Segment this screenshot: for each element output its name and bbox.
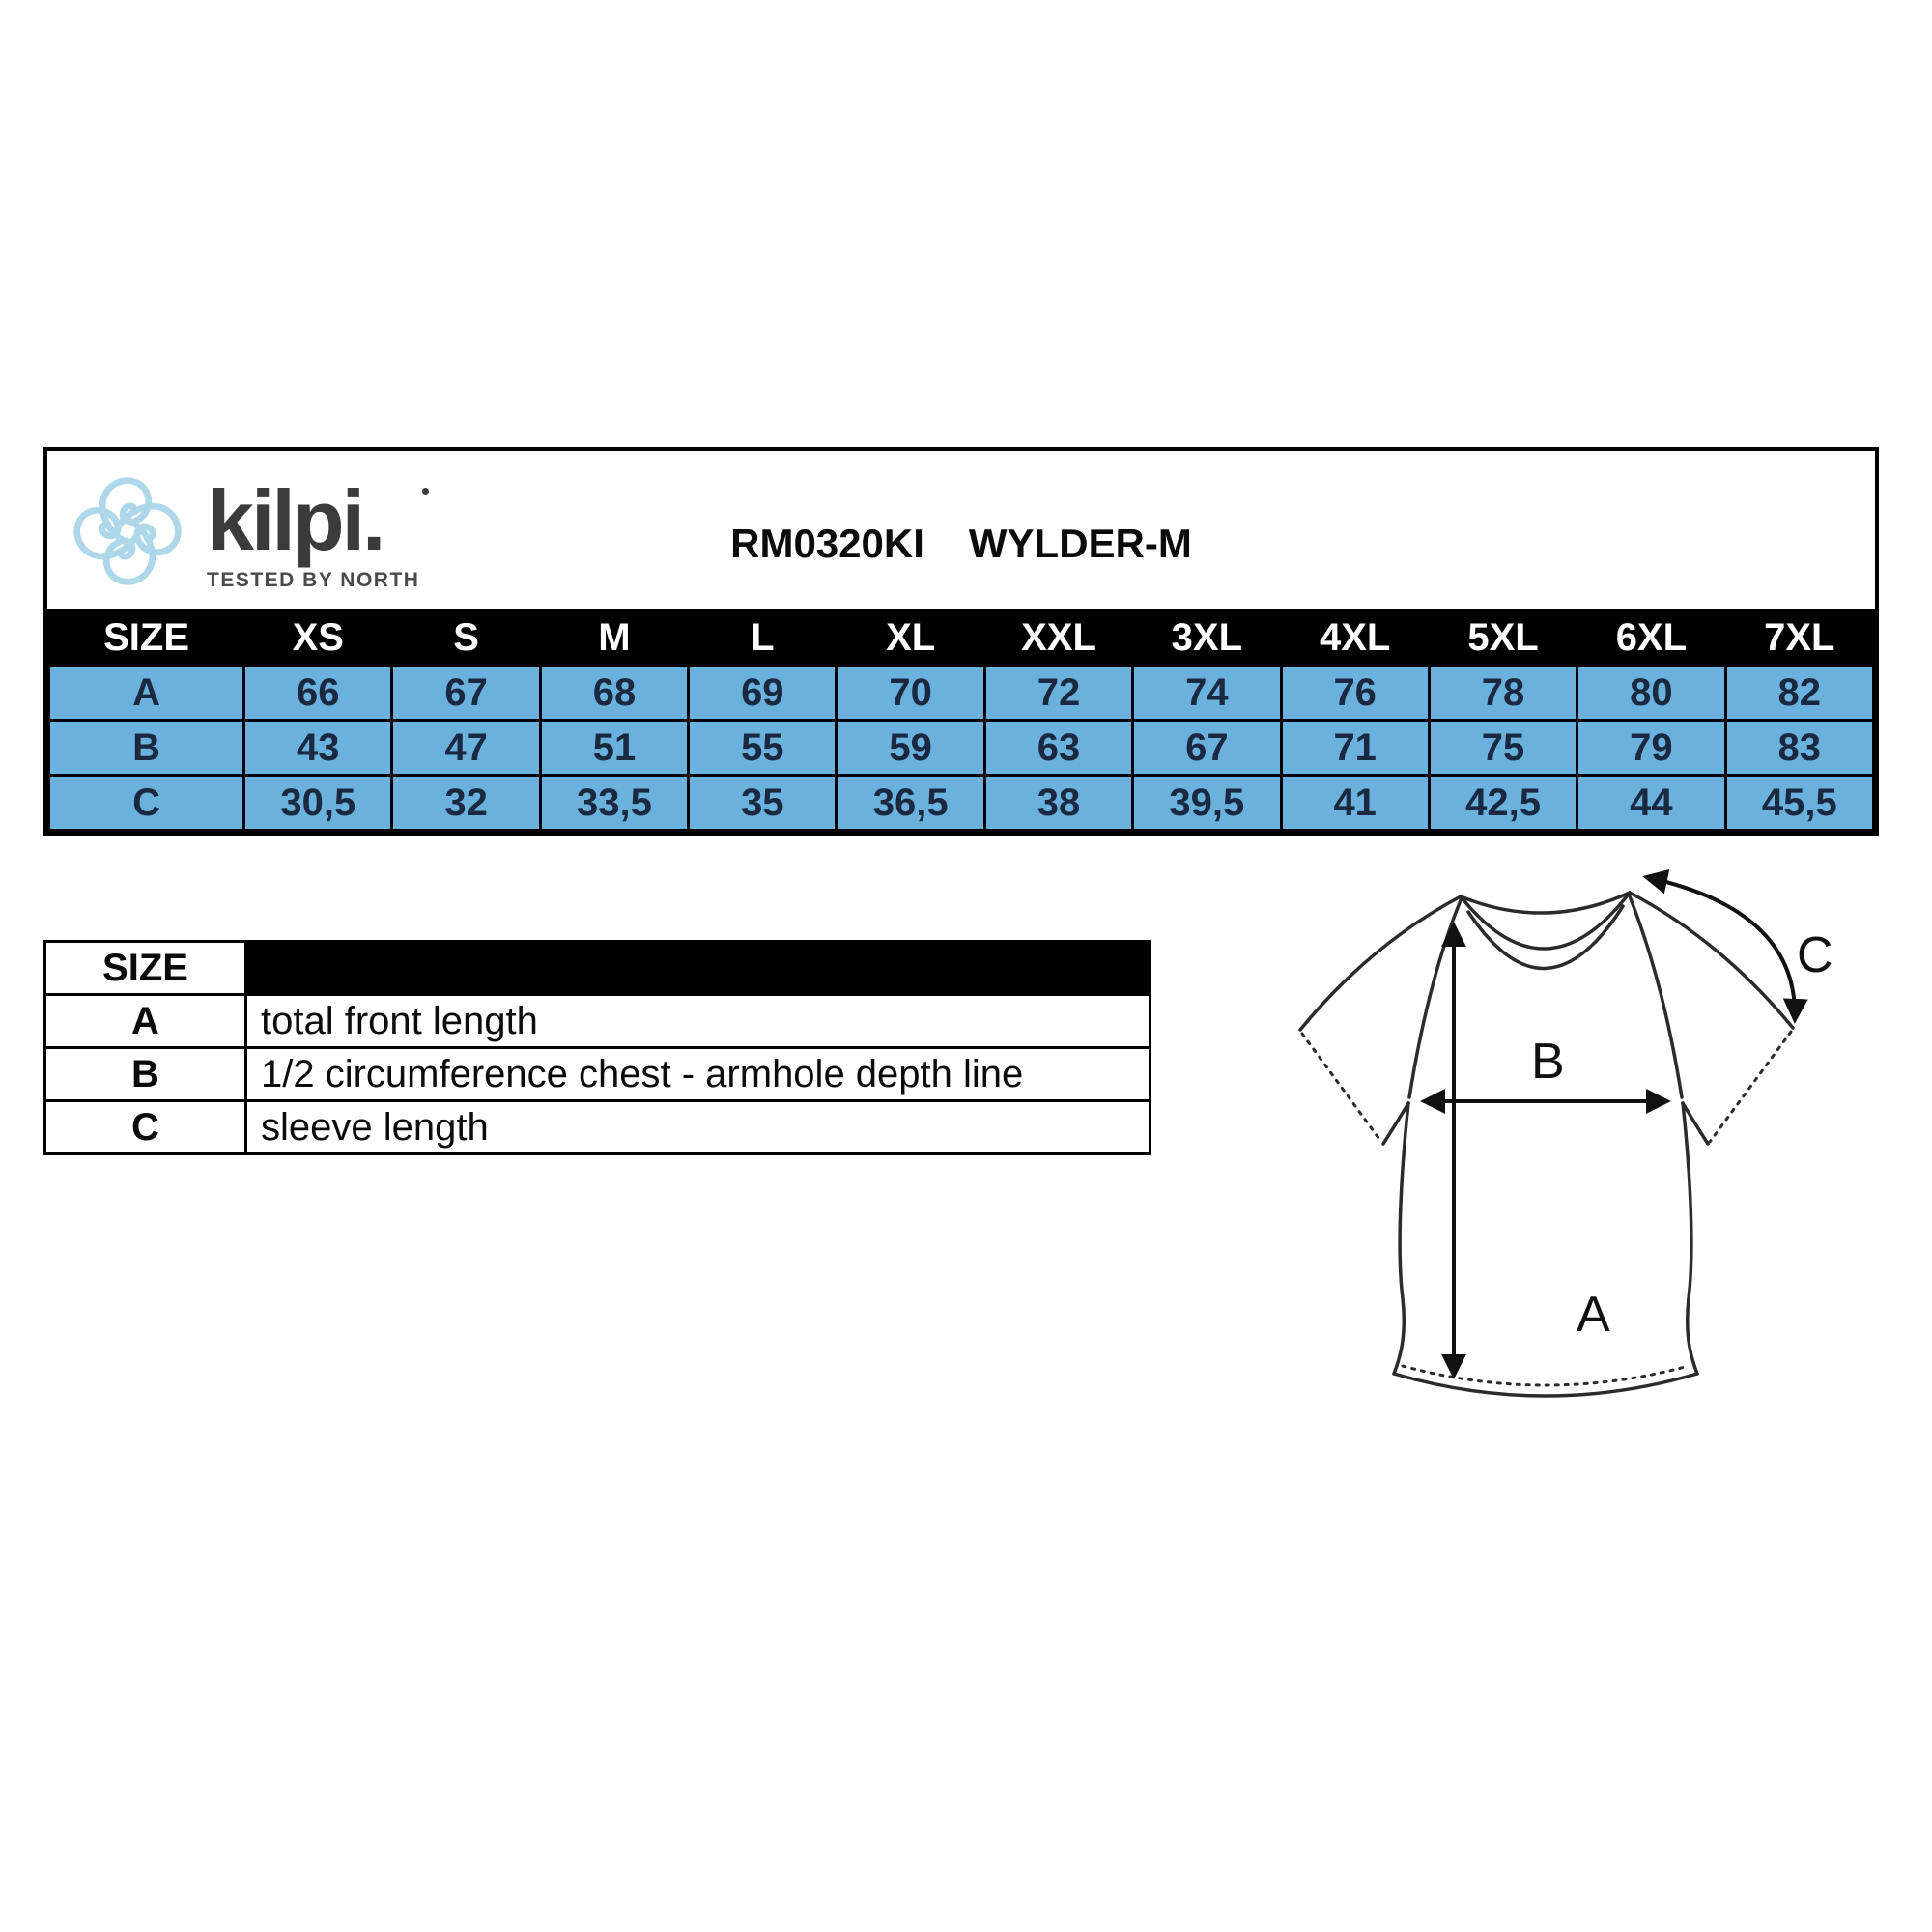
- product-title: RM0320KI WYLDER-M: [47, 521, 1875, 567]
- measurement-value-cell: 38: [982, 774, 1135, 832]
- tshirt-diagram: A B C: [1256, 837, 1855, 1464]
- measurement-value-cell: 36,5: [835, 774, 986, 832]
- size-column-header: 7XL: [1723, 609, 1876, 667]
- legend-header: SIZE: [43, 940, 247, 996]
- measurement-value-cell: 44: [1576, 774, 1727, 832]
- measurement-value-cell: 68: [538, 664, 691, 722]
- size-chart-panel: kilpi. TESTED BY NORTH RM0320KI WYLDER-M …: [43, 447, 1879, 836]
- measurement-value-cell: 67: [390, 664, 542, 722]
- measurement-value-cell: 32: [390, 774, 542, 832]
- legend-row-description: total front length: [244, 993, 1151, 1049]
- size-column-header: XXL: [982, 609, 1135, 667]
- measurement-value-cell: 78: [1427, 664, 1579, 722]
- measurement-value-cell: 42,5: [1427, 774, 1579, 832]
- measurement-value-cell: 82: [1723, 664, 1876, 722]
- size-column-header: M: [538, 609, 691, 667]
- legend-panel: SIZE A total front length B 1/2 circumfe…: [43, 940, 1151, 1155]
- measurement-value-cell: 80: [1576, 664, 1727, 722]
- brand-tagline: TESTED BY NORTH: [207, 569, 420, 591]
- size-column-header: L: [687, 609, 838, 667]
- measurement-value-cell: 74: [1131, 664, 1283, 722]
- size-column-header: XS: [242, 609, 394, 667]
- measurement-value-cell: 55: [687, 719, 838, 777]
- size-column-header: 3XL: [1131, 609, 1283, 667]
- legend-row-label: A: [43, 993, 247, 1049]
- measurement-value-cell: 45,5: [1723, 774, 1876, 832]
- legend-row-label: B: [43, 1046, 247, 1102]
- legend-header-spacer: [244, 940, 1151, 996]
- tshirt-outline-icon: [1298, 891, 1795, 1398]
- legend-row: C sleeve length: [43, 1099, 1151, 1155]
- trademark-dot-icon: [422, 488, 430, 495]
- measurement-row: A 66 67 68 69 70 72 74 76 78 80 82: [46, 664, 1876, 722]
- measurement-value-cell: 51: [538, 719, 691, 777]
- legend-row-description: sleeve length: [244, 1099, 1151, 1155]
- measurement-row-label: B: [46, 719, 246, 777]
- kilpi-knot-icon: [55, 459, 200, 602]
- measure-arrow-c: [1642, 868, 1808, 1024]
- measurement-value-cell: 30,5: [242, 774, 394, 832]
- brand-band: kilpi. TESTED BY NORTH RM0320KI WYLDER-M: [47, 451, 1875, 609]
- measurement-value-cell: 67: [1131, 719, 1283, 777]
- legend-row-description: 1/2 circumference chest - armhole depth …: [244, 1046, 1151, 1102]
- measurement-value-cell: 43: [242, 719, 394, 777]
- measurement-value-cell: 33,5: [538, 774, 691, 832]
- size-header-row: SIZE XS S M L XL XXL 3XL 4XL 5XL 6XL 7XL: [46, 609, 1876, 667]
- size-table: SIZE XS S M L XL XXL 3XL 4XL 5XL 6XL 7XL A 66 67 68 69…: [46, 609, 1876, 832]
- size-table-corner-header: SIZE: [46, 609, 246, 667]
- measurement-row: C 30,5 32 33,5 35 36,5 38 39,5 41 42,5 44 45,5: [46, 774, 1876, 832]
- diagram-label-c: C: [1797, 927, 1833, 983]
- measurement-value-cell: 66: [242, 664, 394, 722]
- measurement-row-label: C: [46, 774, 246, 832]
- measurement-value-cell: 70: [835, 664, 986, 722]
- size-column-header: 5XL: [1427, 609, 1579, 667]
- measurement-value-cell: 47: [390, 719, 542, 777]
- diagram-label-b: B: [1531, 1034, 1565, 1090]
- size-column-header: S: [390, 609, 542, 667]
- measurement-value-cell: 69: [687, 664, 838, 722]
- diagram-label-a: A: [1577, 1287, 1610, 1343]
- measurement-value-cell: 72: [982, 664, 1135, 722]
- brand-wordmark: kilpi. TESTED BY NORTH: [207, 472, 430, 592]
- legend-row-label: C: [43, 1099, 247, 1155]
- measurement-value-cell: 75: [1427, 719, 1579, 777]
- size-column-header: 4XL: [1279, 609, 1431, 667]
- measurement-row: B 43 47 51 55 59 63 67 71 75 79 83: [46, 719, 1876, 777]
- size-column-header: 6XL: [1576, 609, 1727, 667]
- measurement-value-cell: 41: [1279, 774, 1431, 832]
- legend-table: SIZE A total front length B 1/2 circumfe…: [43, 940, 1151, 1155]
- brand-name: kilpi.: [207, 472, 386, 568]
- legend-header-row: SIZE: [43, 940, 1151, 996]
- product-code: RM0320KI: [730, 521, 924, 566]
- measurement-value-cell: 79: [1576, 719, 1727, 777]
- measurement-row-label: A: [46, 664, 246, 722]
- measurement-value-cell: 83: [1723, 719, 1876, 777]
- size-column-header: XL: [835, 609, 986, 667]
- measurement-value-cell: 76: [1279, 664, 1431, 722]
- measurement-value-cell: 35: [687, 774, 838, 832]
- legend-row: B 1/2 circumference chest - armhole dept…: [43, 1046, 1151, 1102]
- measurement-value-cell: 71: [1279, 719, 1431, 777]
- product-name: WYLDER-M: [968, 521, 1192, 566]
- measurement-value-cell: 59: [835, 719, 986, 777]
- measurement-value-cell: 63: [982, 719, 1135, 777]
- size-table-body: A 66 67 68 69 70 72 74 76 78 80 82 B 43 47 51 55 59 63 67 71…: [46, 664, 1876, 832]
- legend-row: A total front length: [43, 993, 1151, 1049]
- measurement-value-cell: 39,5: [1131, 774, 1283, 832]
